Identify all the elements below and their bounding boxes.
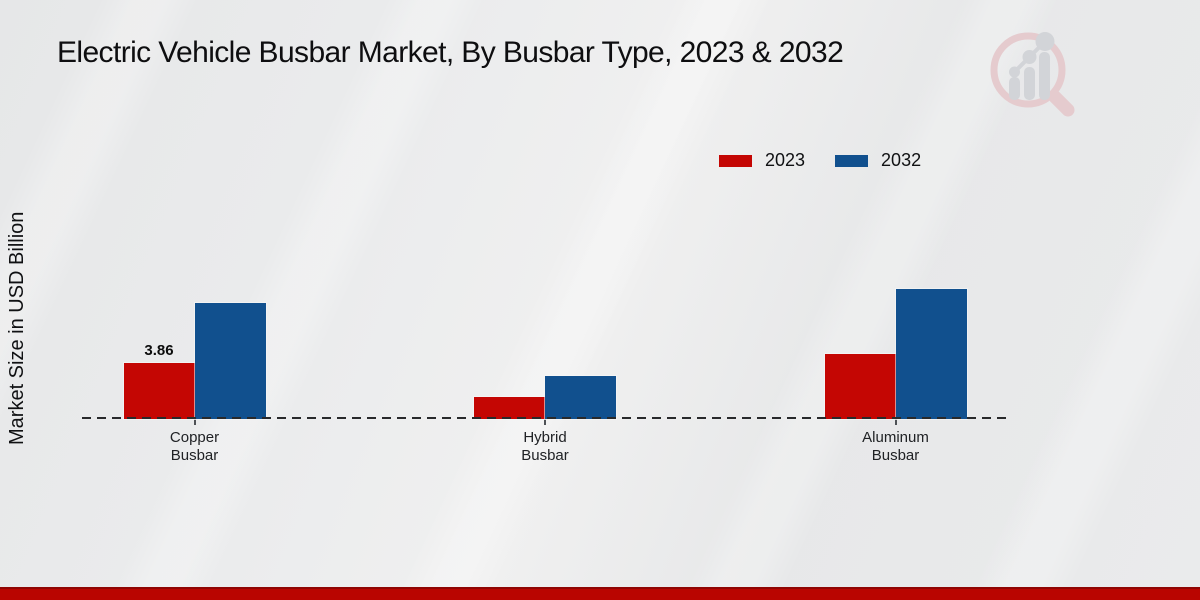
x-axis-dashed-baseline (82, 417, 1007, 419)
bar-2023-copper-busbar (123, 363, 195, 419)
y-axis-label: Market Size in USD Billion (6, 211, 28, 445)
bar-2032-copper-busbar (194, 303, 266, 419)
x-category-label: Hybrid Busbar (470, 429, 620, 465)
bar-2023-hybrid-busbar (474, 397, 545, 419)
x-category-label-line: Aluminum (862, 429, 929, 446)
x-category-label-line: Busbar (871, 447, 920, 464)
bottom-red-band (0, 587, 1200, 600)
legend-label: 2032 (881, 150, 922, 170)
legend-swatch-2023-icon (719, 154, 752, 167)
legend-swatch-2032-icon (835, 154, 869, 167)
x-category-label-line: Copper (169, 429, 220, 446)
bar-2032-aluminum-busbar (895, 288, 967, 419)
x-category-label: Copper Busbar (120, 429, 270, 465)
x-category-label-line: Busbar (170, 447, 219, 464)
legend-item-2032: 2032 (835, 150, 921, 171)
x-axis-tick (193, 419, 196, 425)
x-category-label-line: Busbar (521, 447, 569, 464)
chart-title: Electric Vehicle Busbar Market, By Busba… (57, 36, 844, 69)
legend-label: 2023 (765, 150, 806, 170)
bar-2023-aluminum-busbar (824, 353, 896, 419)
magnifier-bar-chart-logo-icon (990, 32, 1075, 117)
x-axis-tick (894, 419, 897, 425)
x-category-label-line: Hybrid (523, 429, 567, 446)
x-category-label: Aluminum Busbar (821, 429, 971, 465)
x-axis-tick (544, 419, 546, 425)
legend-item-2023: 2023 (719, 150, 805, 171)
bar-2032-hybrid-busbar (545, 375, 616, 419)
bar-value-label: 3.86 (144, 342, 174, 360)
legend: 2023 2032 (719, 150, 921, 171)
